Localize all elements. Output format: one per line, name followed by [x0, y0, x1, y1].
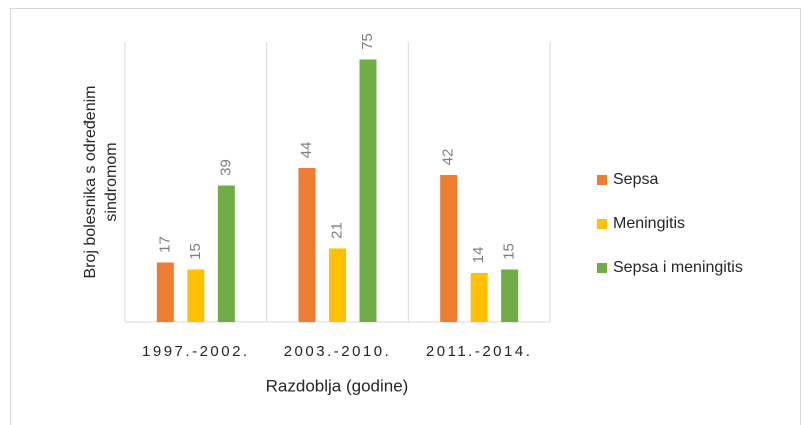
bar: [298, 168, 316, 322]
legend-swatch: [597, 219, 607, 229]
bar: [187, 269, 205, 322]
bar: [217, 185, 235, 322]
data-label: 14: [470, 247, 487, 264]
bar: [359, 59, 377, 322]
x-tick-label: 2003.-2010.: [284, 343, 392, 360]
x-tick-label: 1997.-2002.: [142, 343, 250, 360]
y-axis-title: Broj bolesnika s određenim: [82, 86, 99, 279]
data-label: 21: [328, 222, 345, 239]
legend-swatch: [597, 175, 607, 185]
bar: [440, 175, 458, 322]
legend-label: Meningitis: [613, 215, 685, 232]
x-tick-label: 2011.-2014.: [426, 343, 532, 360]
x-axis-title: Razdoblja (godine): [266, 376, 409, 395]
y-axis-title: sindromom: [103, 142, 120, 221]
bar: [470, 273, 488, 322]
data-label: 15: [501, 243, 518, 260]
legend-swatch: [597, 263, 607, 273]
chart-frame: [10, 8, 801, 425]
legend-label: Sepsa: [613, 171, 658, 188]
bar: [156, 262, 174, 322]
bar: [501, 269, 519, 322]
data-label: 75: [359, 33, 376, 50]
data-label: 44: [298, 142, 315, 159]
legend-label: Sepsa i meningitis: [613, 259, 743, 276]
data-label: 15: [187, 243, 204, 260]
data-label: 42: [440, 149, 457, 166]
data-label: 39: [217, 159, 234, 176]
data-label: 17: [156, 236, 173, 253]
bar: [329, 248, 346, 322]
